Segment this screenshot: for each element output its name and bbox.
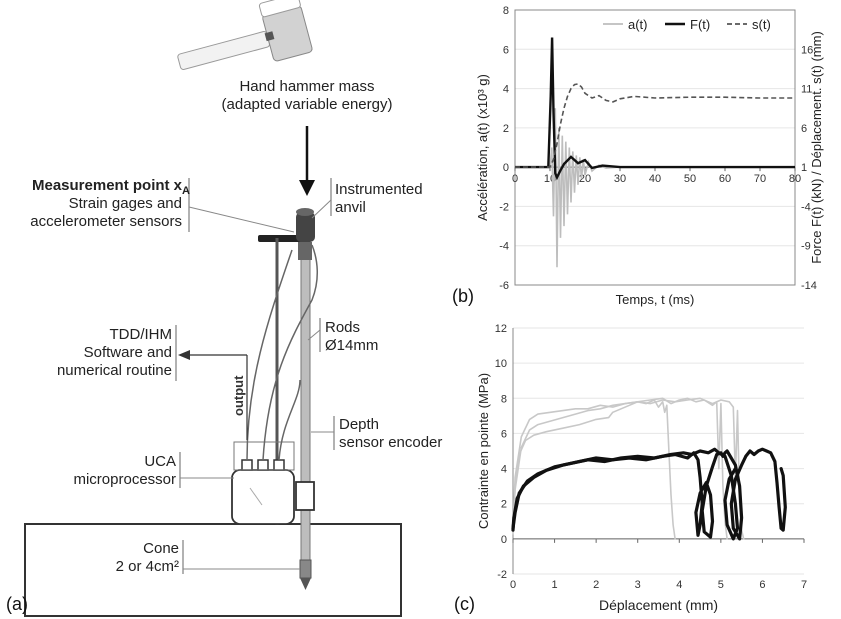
x-tick-label-b-4: 40 bbox=[649, 173, 661, 185]
y-tick-label-c-5: 8 bbox=[501, 393, 507, 405]
y-right-tick-label-b-4: 6 bbox=[801, 123, 807, 135]
series-line-b-2 bbox=[515, 83, 795, 168]
penetrometer-schematic: output bbox=[24, 0, 402, 617]
ground-block bbox=[24, 523, 402, 617]
series-line-c-1 bbox=[512, 397, 728, 540]
measurement-title: Measurement point xA bbox=[32, 177, 190, 200]
x-axis-label-b: Temps, t (ms) bbox=[616, 292, 695, 307]
series-line-b-1 bbox=[515, 37, 795, 181]
cable-1 bbox=[246, 249, 293, 461]
main-rod bbox=[300, 227, 311, 567]
y-right-tick-label-b-2: -4 bbox=[801, 201, 811, 213]
panel-b-tag: (b) bbox=[452, 286, 474, 306]
output-label: output bbox=[231, 375, 246, 416]
y-left-tick-label-b-3: 0 bbox=[503, 162, 509, 174]
legend-label-b-1: F(t) bbox=[690, 17, 710, 32]
y-right-tick-label-b-0: -14 bbox=[801, 280, 817, 292]
series-line-c-4 bbox=[511, 447, 740, 541]
measurement-line-2: Strain gages and bbox=[68, 195, 182, 212]
anvil-label-2: anvil bbox=[335, 199, 366, 216]
rods-label-1: Rods bbox=[325, 319, 361, 336]
depth-sensor-box bbox=[295, 481, 315, 511]
x-tick-label-b-8: 80 bbox=[789, 173, 801, 185]
y-left-tick-label-b-6: 6 bbox=[503, 44, 509, 56]
cable-2 bbox=[262, 244, 318, 461]
y-tick-label-c-1: 0 bbox=[501, 534, 507, 546]
rods-label-2: Ø14mm bbox=[325, 337, 379, 354]
measurement-line-3: accelerometer sensors bbox=[30, 213, 182, 230]
x-axis-label-c: Déplacement (mm) bbox=[599, 597, 718, 613]
hammer-icon bbox=[177, 0, 313, 70]
x-tick-label-c-3: 3 bbox=[635, 579, 641, 591]
x-tick-label-c-2: 2 bbox=[593, 579, 599, 591]
y-right-tick-label-b-5: 11 bbox=[801, 84, 812, 96]
handle-bar bbox=[258, 235, 302, 242]
y-right-tick-label-b-1: -9 bbox=[801, 241, 811, 253]
cone-label-2: 2 or 4cm² bbox=[115, 558, 179, 575]
y-right-tick-label-b-3: 1 bbox=[801, 162, 807, 174]
y-left-tick-label-b-1: -4 bbox=[499, 241, 509, 253]
depth-label-2: sensor encoder bbox=[339, 434, 443, 451]
y-left-tick-label-b-5: 4 bbox=[503, 84, 509, 96]
x-tick-label-c-6: 6 bbox=[759, 579, 765, 591]
series-line-c-2 bbox=[512, 397, 745, 540]
legend-label-b-0: a(t) bbox=[628, 17, 648, 32]
y-axis-label-c: Contrainte en pointe (MPa) bbox=[476, 373, 491, 529]
y-right-tick-label-b-6: 16 bbox=[801, 44, 813, 56]
y-tick-label-c-6: 10 bbox=[495, 358, 507, 370]
chart-b-time-signals: 0 10 20 30 40 50 60 70 80-6-4-202468-14-9-416111… bbox=[475, 5, 824, 307]
measurement-title-sub: A bbox=[182, 185, 190, 197]
y-left-tick-label-b-4: 2 bbox=[503, 123, 509, 135]
series-line-c-3 bbox=[511, 447, 787, 541]
tdd-label-2: Software and bbox=[83, 344, 172, 361]
impact-arrow-icon bbox=[299, 126, 315, 196]
uca-label-2: microprocessor bbox=[73, 471, 176, 488]
anvil-leader bbox=[311, 199, 332, 219]
measurement-leader bbox=[188, 206, 295, 233]
x-tick-label-c-4: 4 bbox=[676, 579, 682, 591]
y-left-tick-label-b-0: -6 bbox=[499, 280, 509, 292]
x-tick-label-c-7: 7 bbox=[801, 579, 807, 591]
x-tick-label-b-7: 70 bbox=[754, 173, 766, 185]
x-tick-label-b-6: 60 bbox=[719, 173, 731, 185]
cone-label-1: Cone bbox=[143, 540, 179, 557]
y-tick-label-c-2: 2 bbox=[501, 499, 507, 511]
anvil-label-1: Instrumented bbox=[335, 181, 423, 198]
plot-frame-b bbox=[514, 9, 796, 286]
series-line-b-0 bbox=[515, 108, 795, 268]
rods-leader bbox=[307, 329, 321, 341]
hammer-subtitle: (adapted variable energy) bbox=[221, 96, 393, 113]
uca-inner-arrow bbox=[249, 487, 263, 506]
y-tick-label-c-0: -2 bbox=[497, 569, 507, 581]
tdd-label-3: numerical routine bbox=[56, 362, 172, 379]
measurement-title-main: Measurement point x bbox=[32, 177, 183, 194]
output-arrow-icon bbox=[178, 350, 247, 360]
x-tick-label-b-0: 0 bbox=[512, 173, 518, 185]
legend-label-b-2: s(t) bbox=[752, 17, 771, 32]
y-left-tick-label-b-2: -2 bbox=[499, 201, 509, 213]
uca-label-1: UCA bbox=[144, 453, 176, 470]
y-tick-label-c-7: 12 bbox=[495, 323, 507, 335]
x-tick-label-c-5: 5 bbox=[718, 579, 724, 591]
panel-c-tag: (c) bbox=[454, 594, 475, 614]
x-tick-label-b-3: 30 bbox=[614, 173, 626, 185]
x-tick-label-c-1: 1 bbox=[552, 579, 558, 591]
depth-label-1: Depth bbox=[339, 416, 380, 433]
x-tick-label-b-5: 50 bbox=[684, 173, 696, 185]
y-tick-label-c-3: 4 bbox=[501, 464, 507, 476]
x-tick-label-c-0: 0 bbox=[510, 579, 516, 591]
y-left-tick-label-b-7: 8 bbox=[503, 5, 509, 17]
tdd-label-1: TDD/IHM bbox=[109, 326, 173, 343]
series-line-c-0 bbox=[512, 399, 676, 540]
hammer-title: Hand hammer mass bbox=[239, 78, 375, 95]
y-right-axis-label-b: Force F(t) (kN) / Déplacement. s(t) (mm) bbox=[809, 31, 824, 264]
instrumented-anvil bbox=[296, 208, 315, 260]
y-left-axis-label-b: Accélération, a(t) (x10³ g) bbox=[475, 74, 490, 221]
panel-a-tag: (a) bbox=[6, 594, 28, 614]
cable-3 bbox=[278, 379, 301, 461]
y-tick-label-c-4: 6 bbox=[501, 428, 507, 440]
